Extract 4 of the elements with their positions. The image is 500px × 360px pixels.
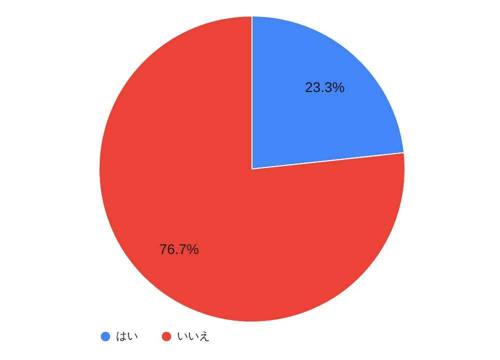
data-label: 23.3% [305, 78, 345, 95]
legend-label: はい [116, 330, 138, 343]
legend-label: いいえ [177, 330, 210, 343]
data-label: 76.7% [159, 241, 199, 258]
